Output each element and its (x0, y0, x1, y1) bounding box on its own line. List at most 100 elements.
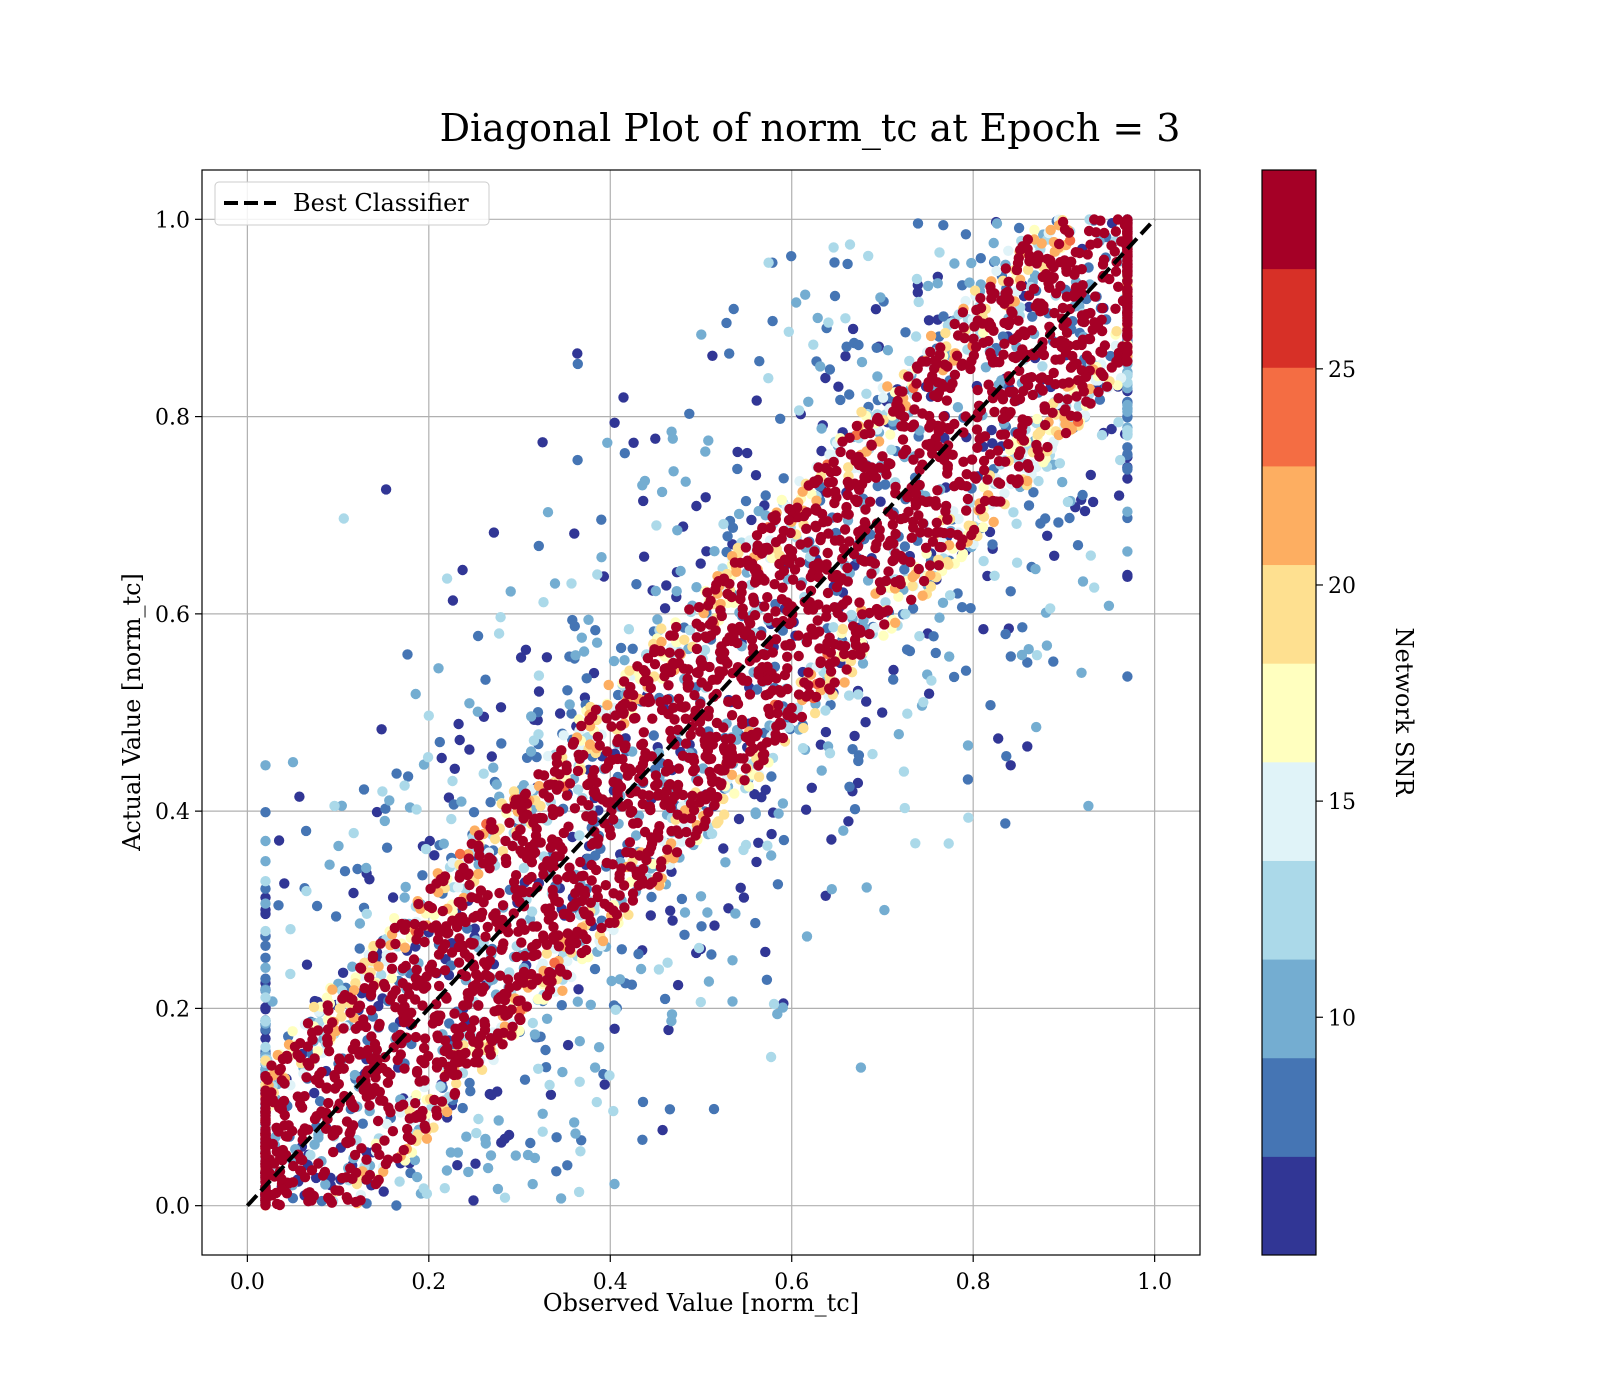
scatter-point (381, 842, 393, 853)
scatter-point (811, 522, 822, 533)
scatter-point (591, 1096, 602, 1108)
scatter-point (260, 1033, 271, 1044)
scatter-point (347, 961, 358, 972)
scatter-point (738, 844, 749, 856)
scatter-point (472, 630, 484, 642)
scatter-point (356, 1143, 367, 1154)
scatter-point (361, 1154, 372, 1165)
scatter-point (625, 681, 636, 693)
scatter-point (496, 738, 507, 749)
scatter-point (680, 476, 691, 487)
scatter-point (1057, 476, 1068, 488)
scatter-point (380, 803, 391, 814)
scatter-point (400, 960, 411, 972)
scatter-point (496, 1137, 507, 1148)
scatter-point (798, 722, 809, 734)
scatter-point (1008, 507, 1019, 518)
scatter-point (877, 451, 888, 462)
scatter-point (720, 734, 731, 745)
scatter-point (789, 564, 801, 575)
scatter-point (942, 468, 953, 479)
scatter-point (1060, 404, 1071, 415)
scatter-point (260, 1072, 271, 1083)
scatter-point (936, 542, 947, 553)
scatter-point (666, 1015, 677, 1027)
scatter-point (835, 446, 846, 458)
scatter-point (822, 547, 833, 559)
scatter-point (277, 1144, 289, 1156)
scatter-point (606, 975, 617, 987)
scatter-point (776, 494, 787, 506)
scatter-point (672, 809, 683, 820)
scatter-point (1081, 396, 1092, 407)
scatter-point (400, 881, 411, 893)
scatter-point (938, 381, 950, 392)
scatter-point (572, 765, 584, 777)
scatter-point (260, 1002, 271, 1013)
scatter-point (746, 514, 757, 526)
scatter-point (859, 556, 871, 567)
scatter-point (458, 862, 469, 874)
scatter-point (410, 1098, 421, 1109)
scatter-point (748, 592, 759, 603)
scatter-point (774, 717, 786, 728)
scatter-point (999, 338, 1010, 349)
scatter-point (1005, 760, 1016, 771)
scatter-point (522, 874, 534, 885)
scatter-point (587, 814, 598, 826)
scatter-point (983, 379, 994, 390)
scatter-point (773, 808, 784, 819)
scatter-point (978, 624, 989, 635)
scatter-point (877, 392, 889, 403)
scatter-point (1112, 214, 1124, 225)
scatter-point (763, 257, 774, 268)
scatter-point (628, 818, 639, 829)
scatter-point (702, 907, 713, 918)
scatter-point (1122, 234, 1133, 245)
scatter-point (1040, 513, 1051, 524)
scatter-point (988, 516, 999, 528)
scatter-point (857, 658, 869, 669)
scatter-point (822, 516, 833, 527)
scatter-point (941, 395, 953, 406)
scatter-point (662, 957, 673, 968)
scatter-point (323, 1046, 335, 1057)
scatter-point (399, 780, 410, 791)
scatter-point (1122, 426, 1133, 437)
scatter-point (814, 643, 825, 654)
scatter-point (613, 734, 624, 745)
scatter-point (543, 792, 555, 803)
scatter-point (815, 656, 826, 667)
scatter-point (624, 665, 635, 676)
scatter-point (783, 326, 794, 337)
scatter-point (411, 1089, 422, 1101)
scatter-point (873, 604, 884, 616)
scatter-point (260, 1016, 271, 1027)
scatter-point (533, 729, 544, 740)
scatter-point (906, 532, 917, 543)
scatter-point (1037, 361, 1048, 372)
scatter-point (333, 840, 344, 852)
scatter-point (753, 837, 764, 848)
scatter-point (665, 630, 676, 641)
scatter-point (269, 1158, 280, 1169)
scatter-point (441, 993, 452, 1004)
scatter-point (908, 522, 919, 533)
scatter-point (987, 393, 999, 404)
scatter-point (345, 1136, 356, 1147)
scatter-point (614, 869, 625, 880)
scatter-point (358, 784, 370, 795)
scatter-point (1011, 478, 1023, 489)
scatter-point (1085, 239, 1096, 250)
scatter-point (727, 522, 739, 533)
scatter-point (691, 632, 702, 643)
scatter-point (361, 1083, 373, 1095)
colorbar-band (1262, 268, 1316, 368)
scatter-point (520, 644, 532, 655)
scatter-point (842, 562, 853, 574)
scatter-point (287, 757, 299, 768)
scatter-point (444, 1049, 456, 1060)
scatter-point (953, 513, 964, 525)
scatter-point (344, 1053, 355, 1064)
